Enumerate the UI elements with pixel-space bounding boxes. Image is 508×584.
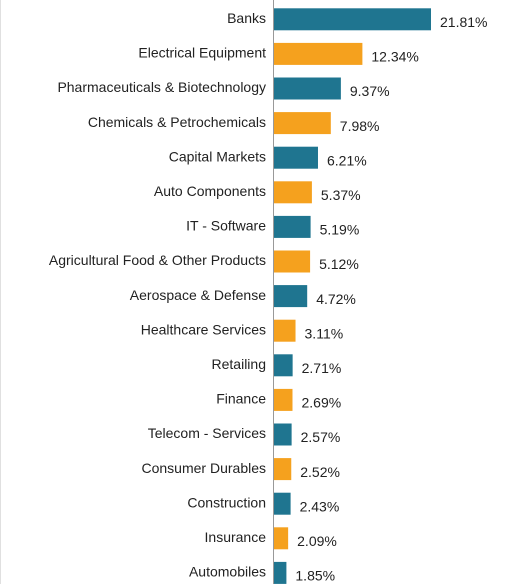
category-label: Aerospace & Defense bbox=[130, 287, 266, 303]
bar bbox=[273, 527, 289, 550]
value-label: 2.57% bbox=[301, 429, 341, 445]
value-label: 5.37% bbox=[321, 187, 361, 203]
bar bbox=[273, 181, 312, 204]
bar bbox=[273, 8, 431, 31]
category-label: Capital Markets bbox=[169, 148, 266, 164]
bar bbox=[273, 215, 311, 238]
category-label: Automobiles bbox=[189, 564, 266, 580]
bar bbox=[273, 112, 331, 135]
value-label: 4.72% bbox=[316, 291, 356, 307]
bar bbox=[273, 146, 318, 169]
category-label: Electrical Equipment bbox=[138, 45, 266, 61]
bar bbox=[273, 561, 287, 584]
bar bbox=[273, 354, 293, 377]
category-label: Telecom - Services bbox=[148, 425, 266, 441]
value-label: 3.11% bbox=[305, 325, 344, 341]
bar bbox=[273, 319, 296, 342]
bar bbox=[273, 423, 292, 446]
category-label: Retailing bbox=[212, 356, 266, 372]
category-label: Healthcare Services bbox=[141, 321, 266, 337]
bar bbox=[273, 458, 292, 481]
value-label: 5.12% bbox=[319, 256, 359, 272]
value-label: 1.85% bbox=[295, 568, 335, 584]
category-label: Construction bbox=[187, 494, 266, 510]
value-label: 2.71% bbox=[302, 360, 342, 376]
value-label: 6.21% bbox=[327, 152, 367, 168]
category-label: IT - Software bbox=[186, 218, 266, 234]
value-label: 21.81% bbox=[440, 14, 487, 30]
bar bbox=[273, 77, 341, 100]
value-label: 2.69% bbox=[301, 395, 341, 411]
value-label: 2.52% bbox=[300, 464, 340, 480]
category-label: Banks bbox=[227, 10, 266, 26]
value-label: 9.37% bbox=[350, 83, 390, 99]
category-label: Chemicals & Petrochemicals bbox=[88, 114, 266, 130]
value-label: 12.34% bbox=[371, 49, 418, 65]
bar bbox=[273, 250, 311, 273]
bar bbox=[273, 388, 293, 411]
bar bbox=[273, 285, 308, 308]
category-label: Insurance bbox=[205, 529, 267, 545]
value-label: 5.19% bbox=[320, 222, 360, 238]
value-label: 2.43% bbox=[300, 498, 340, 514]
category-label: Agricultural Food & Other Products bbox=[49, 252, 266, 268]
bar bbox=[273, 492, 291, 515]
category-label: Consumer Durables bbox=[142, 460, 267, 476]
value-label: 2.09% bbox=[297, 533, 337, 549]
value-label: 7.98% bbox=[340, 118, 380, 134]
bar bbox=[273, 42, 363, 65]
category-label: Pharmaceuticals & Biotechnology bbox=[57, 79, 266, 95]
category-label: Finance bbox=[216, 391, 266, 407]
category-label: Auto Components bbox=[154, 183, 266, 199]
